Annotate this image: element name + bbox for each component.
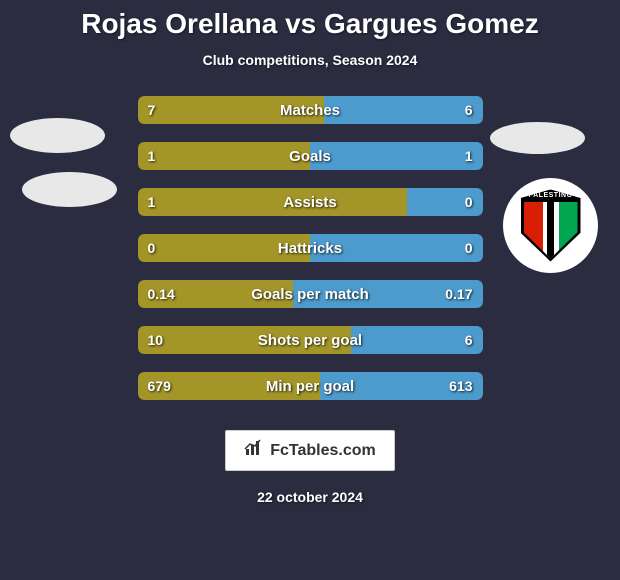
stats-comparison-chart: Matches76Goals11Assists10Hattricks00Goal… [138,96,483,400]
chart-icon [244,439,264,462]
stat-label: Min per goal [138,372,483,400]
stat-value-right: 1 [465,142,473,170]
stat-value-right: 0 [465,188,473,216]
stat-row: Assists1 0 [138,188,483,216]
stat-row: Goals per match0.14 0.17 [138,280,483,308]
stat-value-left: 1 [148,188,156,216]
stat-value-left: 0 [148,234,156,262]
stat-value-left: 10 [148,326,164,354]
stat-value-left: 0.14 [148,280,175,308]
stat-row: Matches7 6 [138,96,483,124]
stat-value-right: 6 [465,326,473,354]
stat-value-left: 1 [148,142,156,170]
stat-row: Min per goal679 613 [138,372,483,400]
stat-label: Goals [138,142,483,170]
stat-value-right: 613 [449,372,472,400]
comparison-title: Rojas Orellana vs Gargues Gomez [81,8,539,40]
footer-date: 22 october 2024 [257,489,363,505]
stat-label: Shots per goal [138,326,483,354]
brand-text: FcTables.com [270,442,376,460]
stat-value-left: 679 [148,372,171,400]
stat-label: Matches [138,96,483,124]
stat-value-right: 0.17 [445,280,472,308]
player-left-avatar-2 [22,172,117,207]
shield-icon: PALESTINO [521,190,581,262]
player-left-avatar-1 [10,118,105,153]
stat-value-right: 6 [465,96,473,124]
comparison-subtitle: Club competitions, Season 2024 [203,52,418,68]
player-right-avatar [490,122,585,154]
club-badge-text: PALESTINO [521,188,581,202]
stat-label: Hattricks [138,234,483,262]
stat-value-right: 0 [465,234,473,262]
stat-label: Assists [138,188,483,216]
stat-row: Hattricks0 0 [138,234,483,262]
club-badge-right: PALESTINO [503,178,598,273]
stat-label: Goals per match [138,280,483,308]
stat-row: Goals1 1 [138,142,483,170]
stat-row: Shots per goal10 6 [138,326,483,354]
stat-value-left: 7 [148,96,156,124]
brand-logo[interactable]: FcTables.com [225,430,395,471]
